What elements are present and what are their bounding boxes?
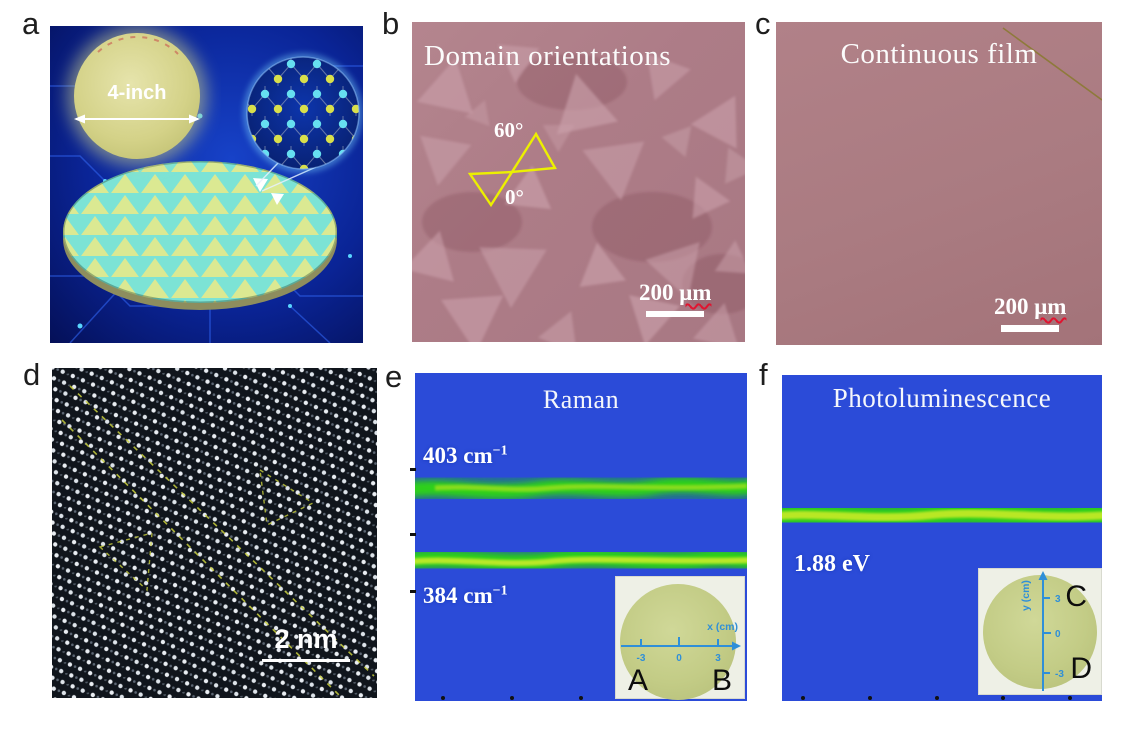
- peak-403-text: 403 cm: [423, 443, 493, 468]
- highlight-triangle: [253, 178, 268, 192]
- inset-y-axis: 3 0 -3 y (cm): [1020, 571, 1064, 691]
- y-axis-label: y (cm): [1020, 580, 1032, 611]
- axis-arrow-icon: [732, 641, 741, 651]
- peak-384-exponent: −1: [492, 583, 508, 599]
- x-axis-tick-dot: [868, 696, 872, 700]
- scale-bar-line: [262, 659, 350, 662]
- scale-bar-d: 2 nm: [258, 624, 354, 662]
- scale-bar-c: 200 μm: [994, 294, 1066, 332]
- wafer-illustration: [50, 26, 363, 343]
- scratch-line: [1002, 27, 1102, 101]
- dark-patches: [422, 54, 745, 314]
- inset-wafer-photo-y: 3 0 -3 y (cm) C D: [978, 568, 1102, 695]
- atomic-lattice-inset: [243, 53, 363, 173]
- atomic-lattice-image: [52, 368, 377, 698]
- domain-triangles: [412, 44, 745, 342]
- y-tick-pos: 3: [1055, 594, 1061, 605]
- x-axis-tick-dot: [935, 696, 939, 700]
- x-tick-zero: 0: [676, 653, 682, 664]
- patterned-wafer-ellipse: [63, 161, 337, 310]
- scale-bar-line: [646, 311, 704, 317]
- panel-e-raman-map: Raman 403 cm−1 384 cm−1 -3 0 3 x (cm) A …: [410, 373, 747, 701]
- scale-value: 200: [639, 280, 674, 305]
- panel-label-b: b: [382, 6, 400, 41]
- axis-arrow-icon: [1038, 571, 1048, 580]
- wafer-diameter-label: 4-inch: [107, 82, 167, 104]
- panel-b-optical-image: Domain orientations 60° 0° 200 μm: [412, 22, 745, 342]
- scale-bar-b: 200 μm: [639, 280, 711, 317]
- panel-b-title: Domain orientations: [424, 40, 672, 72]
- angle-label-60: 60°: [494, 118, 524, 142]
- scale-value: 200: [994, 294, 1029, 319]
- panel-label-c: c: [755, 6, 771, 41]
- wafer-disc: [67, 26, 207, 166]
- region-label-B: B: [711, 664, 732, 697]
- panel-label-d: d: [23, 357, 41, 392]
- panel-f-pl-map: Photoluminescence 1.88 eV 3 0 -3 y (cm) …: [782, 375, 1102, 701]
- pl-band: [782, 494, 1102, 537]
- angle-label-0: 0°: [505, 185, 524, 209]
- bowtie-marker: [467, 131, 557, 208]
- inset-wafer-photo-x: -3 0 3 x (cm) A B: [615, 576, 745, 700]
- x-axis-tick-dot: [1001, 696, 1005, 700]
- panel-d-tem-image: 2 nm: [52, 368, 377, 698]
- panel-label-e: e: [385, 359, 403, 394]
- scale-unit: μm: [679, 280, 712, 305]
- x-axis-tick-dot: [510, 696, 514, 700]
- y-axis-tick: [410, 468, 416, 471]
- panel-c-optical-image: Continuous film 200 μm: [776, 22, 1102, 345]
- raman-bands: [415, 470, 747, 579]
- x-axis-label: x (cm): [707, 621, 738, 633]
- peak-energy-label: 1.88 eV: [794, 551, 870, 577]
- x-axis-tick-dot: [1068, 696, 1072, 700]
- highlight-triangle: [271, 193, 284, 205]
- peak-label-384: 384 cm−1: [423, 583, 508, 609]
- panel-f-title: Photoluminescence: [832, 383, 1052, 413]
- panel-label-f: f: [759, 357, 768, 392]
- domain-outline-triangles: [98, 468, 315, 592]
- scale-label: 2 nm: [274, 624, 338, 654]
- x-axis-tick-dot: [579, 696, 583, 700]
- grain-boundary-lines: [61, 385, 375, 697]
- peak-403-exponent: −1: [492, 443, 508, 459]
- y-tick-neg: -3: [1055, 669, 1064, 680]
- x-tick-pos: 3: [715, 653, 721, 664]
- film-surface: [1002, 27, 1102, 101]
- y-tick-zero: 0: [1055, 629, 1061, 640]
- pl-band-paths: [782, 494, 1102, 537]
- y-axis-tick: [410, 590, 416, 593]
- inset-x-axis: -3 0 3 x (cm): [621, 621, 741, 664]
- panel-c-title: Continuous film: [840, 38, 1038, 70]
- panel-e-title: Raman: [542, 385, 620, 414]
- peak-384-text: 384 cm: [423, 583, 493, 608]
- scale-unit: μm: [1034, 294, 1067, 319]
- scale-bar-line: [1001, 325, 1059, 332]
- region-label-C: C: [1065, 580, 1087, 613]
- x-axis-tick-dot: [801, 696, 805, 700]
- arrow-right-head: [189, 114, 200, 124]
- y-axis-tick: [410, 533, 416, 536]
- inset-wafer-circle: [983, 575, 1097, 689]
- panel-label-a: a: [22, 6, 40, 41]
- x-tick-neg: -3: [637, 653, 646, 664]
- region-label-A: A: [628, 664, 649, 697]
- x-axis-tick-dot: [441, 696, 445, 700]
- arrow-left-head: [74, 114, 85, 124]
- region-label-D: D: [1070, 652, 1092, 685]
- raman-band-384: [415, 541, 747, 579]
- panel-a-schematic: 4-inch: [50, 26, 363, 343]
- peak-label-403: 403 cm−1: [423, 443, 508, 469]
- raman-band-403: [415, 470, 747, 507]
